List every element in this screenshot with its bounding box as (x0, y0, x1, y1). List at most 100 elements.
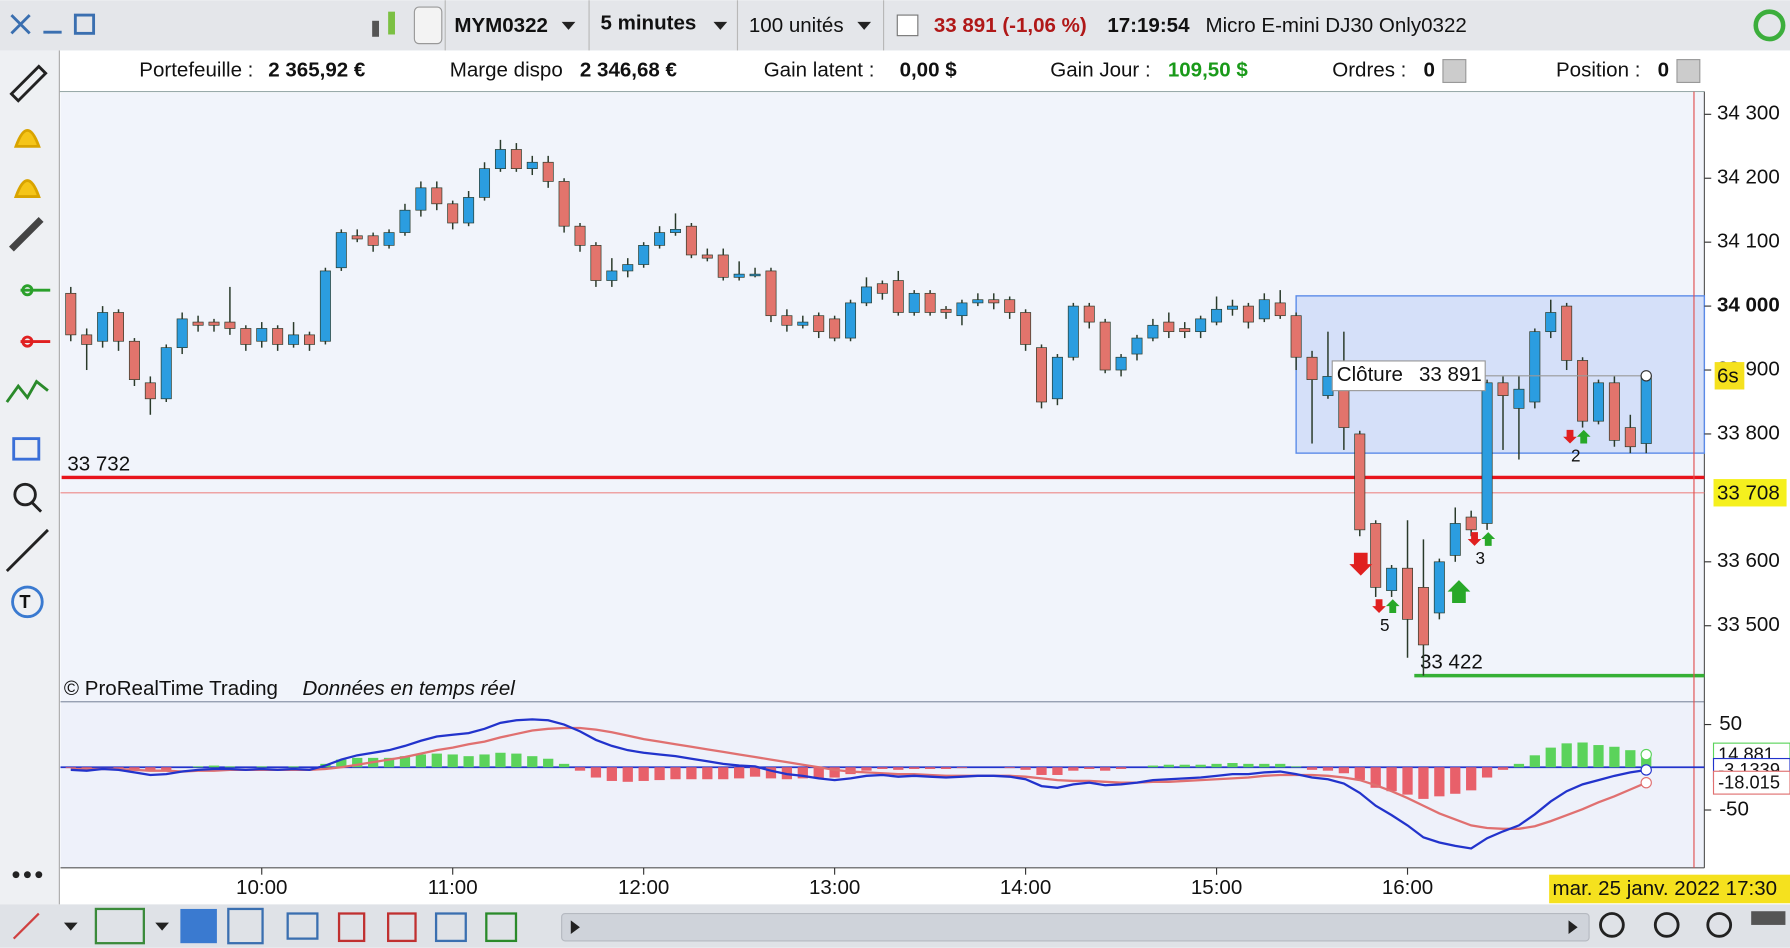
x-tick-label: 15:00 (1191, 876, 1242, 899)
histogram-bar (1466, 767, 1477, 791)
candle-body (1147, 324, 1159, 339)
candle-body (81, 334, 93, 345)
histogram-bar (1386, 767, 1397, 792)
top-toolbar (0, 0, 1790, 51)
candle-body (304, 334, 315, 345)
x-tick-label: 14:00 (1000, 876, 1051, 899)
histogram-bar (1195, 764, 1206, 768)
candle-body (622, 264, 634, 272)
candle-body (1370, 523, 1382, 588)
histogram-bar (1052, 767, 1063, 775)
window-controls[interactable] (10, 13, 96, 35)
candle-body (1402, 567, 1414, 620)
timer: 6s (1717, 364, 1739, 387)
close-marker (1640, 370, 1652, 382)
candle-body (1274, 302, 1286, 317)
drawing-tools[interactable] (5, 64, 51, 619)
candle-body (383, 232, 395, 246)
histogram-bar (192, 766, 204, 768)
histogram-bar (574, 767, 586, 771)
dropdown-arrow[interactable] (561, 21, 576, 30)
histogram-bar (797, 767, 808, 779)
histogram-bar (606, 767, 617, 781)
candle-body (701, 254, 713, 259)
last-price: 33 891 (-1,06 %) (934, 14, 1087, 37)
histogram-bar (956, 767, 968, 769)
signal-count: 3 (1475, 549, 1485, 568)
histogram-bar (1450, 767, 1461, 794)
candle-body (749, 273, 761, 277)
histogram-bar (1593, 745, 1604, 768)
histogram-bar (1609, 746, 1620, 768)
account-value: 0 (1658, 58, 1669, 81)
x-tick-label: 10:00 (236, 876, 287, 899)
keyboard-icon[interactable] (1751, 911, 1786, 925)
candle-body (1242, 305, 1254, 323)
candle-body (1433, 561, 1445, 614)
candle-body (510, 149, 522, 169)
link-button[interactable] (413, 6, 443, 45)
cursor-date: mar. 25 janv. 2022 17:30 (1553, 877, 1777, 900)
candle-body (1004, 299, 1016, 313)
histogram-bar (1577, 742, 1588, 768)
feed-status: Données en temps réel (303, 677, 517, 700)
candle-body (1529, 331, 1541, 403)
candle-body (463, 197, 475, 224)
histogram-bar (702, 767, 713, 780)
x-tick-label: 11:00 (428, 876, 478, 899)
symbol[interactable]: MYM0322 (454, 14, 548, 37)
candle-body (1624, 427, 1636, 448)
signal-line (70, 726, 1647, 830)
histogram-end-marker (1640, 748, 1652, 761)
signal-arrow-up (1385, 599, 1400, 613)
dropdown-arrow[interactable] (713, 21, 728, 30)
text-tool-glyph[interactable]: T (19, 591, 30, 612)
histogram-bar (686, 767, 697, 780)
candle-body (367, 235, 379, 246)
more-tools[interactable] (12, 871, 43, 879)
account-label: Ordres : (1332, 58, 1406, 81)
histogram-bar (1370, 767, 1381, 788)
candle-body (670, 229, 681, 233)
left-toolbar (0, 50, 60, 905)
scrollbar[interactable] (561, 912, 1590, 942)
timeframe[interactable]: 5 minutes (600, 12, 696, 35)
histogram-bar (1322, 767, 1334, 771)
refresh-button[interactable] (1753, 9, 1786, 42)
candle-body (192, 321, 204, 326)
dropdown-arrow[interactable] (857, 21, 872, 30)
account-value: 0 (1424, 58, 1435, 81)
candle-body (892, 280, 904, 313)
candle-body (128, 340, 140, 380)
info-icon[interactable] (896, 14, 919, 37)
histogram-bar (1068, 767, 1079, 771)
close-position-button[interactable] (1676, 59, 1701, 84)
histogram-bar (924, 767, 936, 769)
histogram-bar (1243, 763, 1254, 768)
macd-line (70, 718, 1647, 850)
chart-type-button[interactable] (372, 11, 395, 37)
histogram-bar (654, 767, 665, 781)
signal-end-marker (1640, 776, 1652, 789)
y-tick-label: 33 500 (1717, 613, 1780, 636)
signal-count: 2 (1571, 447, 1581, 466)
units[interactable]: 100 unités (749, 14, 844, 37)
candle-body (1561, 305, 1573, 361)
candle-body (479, 168, 491, 198)
histogram-bar (1418, 767, 1429, 799)
candle-body (1290, 315, 1302, 358)
close-orders-button[interactable] (1442, 59, 1467, 84)
histogram-bar (1338, 767, 1350, 774)
histogram-bar (1354, 767, 1365, 781)
histogram-bar (479, 754, 490, 768)
histogram-bar (1100, 767, 1111, 771)
zoom-tools[interactable] (1599, 912, 1733, 938)
bottom-tools[interactable] (12, 907, 518, 945)
sell-arrow (1349, 552, 1373, 576)
candle-body (415, 187, 427, 211)
account-bar (59, 50, 1790, 92)
candle-body (542, 161, 554, 182)
histogram-bar (749, 767, 761, 777)
histogram-bar (622, 767, 633, 782)
